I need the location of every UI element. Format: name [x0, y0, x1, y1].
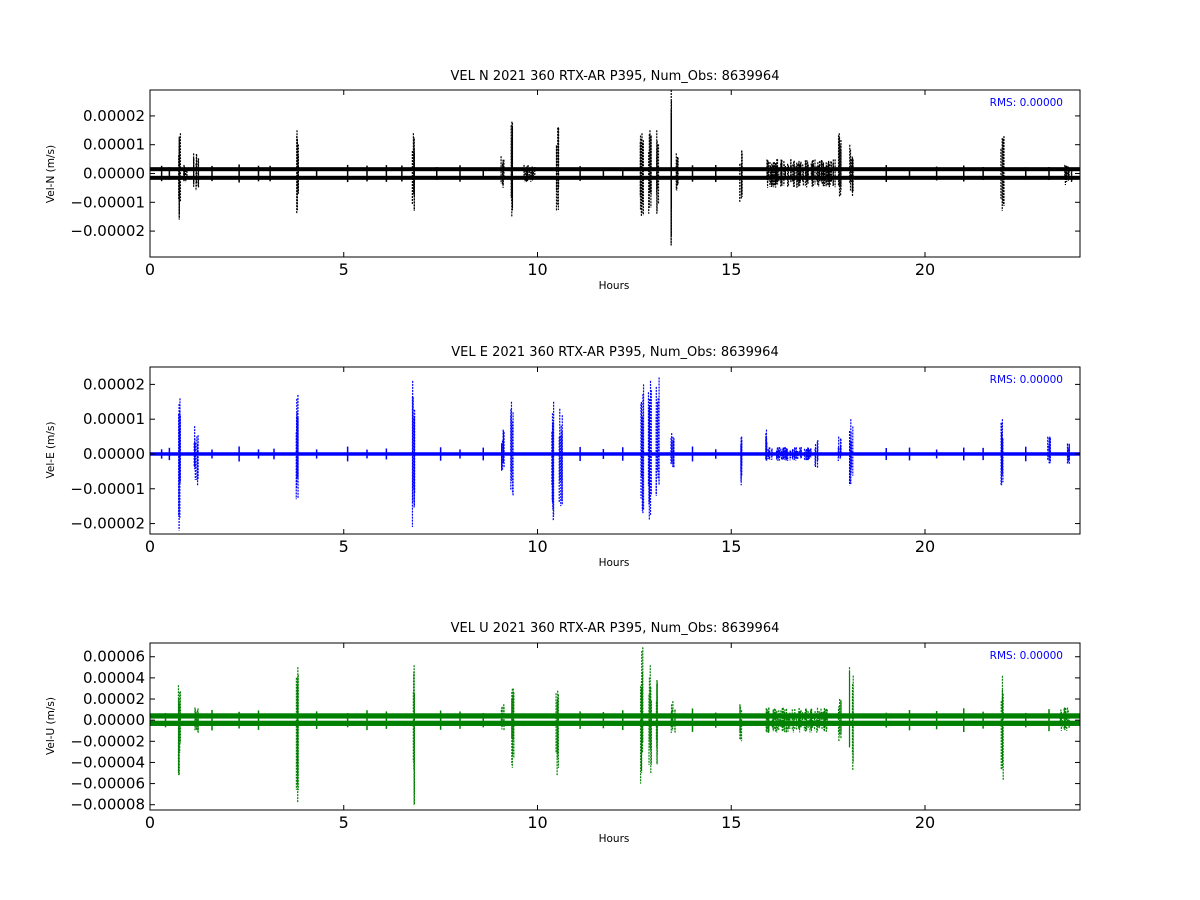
x-tick-label: 0: [145, 537, 155, 556]
data-points-2: [150, 647, 1080, 805]
y-tick-label: −0.00008: [70, 796, 145, 814]
y-axis-label-vel-u: Vel-U (m/s): [45, 697, 57, 755]
x-tick-label: 0: [145, 260, 155, 279]
panel-vel-n: VEL N 2021 360 RTX-AR P395, Num_Obs: 863…: [45, 69, 1081, 292]
x-tick-label: 20: [915, 260, 935, 279]
x-axis-label-vel-e: Hours: [599, 557, 630, 569]
y-axis-label-vel-e: Vel-E (m/s): [45, 422, 57, 479]
panel-title-vel-u: VEL U 2021 360 RTX-AR P395, Num_Obs: 863…: [451, 621, 780, 636]
y-tick-label: 0.00002: [83, 690, 145, 708]
panel-title-vel-n: VEL N 2021 360 RTX-AR P395, Num_Obs: 863…: [451, 69, 780, 84]
x-tick-label: 15: [721, 813, 741, 832]
rms-label-vel-u: RMS: 0.00000: [990, 650, 1063, 662]
rms-label-vel-e: RMS: 0.00000: [990, 374, 1063, 386]
y-tick-label: −0.00004: [70, 753, 145, 771]
y-tick-label: 0.00000: [83, 711, 145, 729]
plot-frame: [149, 366, 1081, 535]
x-tick-label: 10: [527, 260, 547, 279]
y-tick-label: 0.00004: [83, 669, 145, 687]
x-tick-label: 5: [339, 813, 349, 832]
y-tick-label: 0.00001: [83, 136, 145, 154]
y-tick-label: −0.00002: [70, 732, 145, 750]
baseline-band: [150, 713, 1080, 719]
y-tick-label: 0.00001: [83, 410, 145, 428]
x-axis-label-vel-u: Hours: [599, 833, 630, 845]
x-tick-label: 20: [915, 813, 935, 832]
y-axis-label-vel-n: Vel-N (m/s): [45, 145, 57, 203]
y-tick-label: −0.00002: [70, 222, 145, 240]
panel-vel-u: VEL U 2021 360 RTX-AR P395, Num_Obs: 863…: [45, 621, 1081, 845]
x-tick-label: 5: [339, 260, 349, 279]
y-tick-label: −0.00006: [70, 775, 145, 793]
baseline-band: [150, 167, 1080, 172]
y-tick-label: −0.00001: [70, 193, 145, 211]
x-axis-label-vel-n: Hours: [599, 280, 630, 292]
y-tick-label: 0.00002: [83, 375, 145, 393]
y-tick-label: 0.00006: [83, 648, 145, 666]
y-tick-label: −0.00001: [70, 480, 145, 498]
x-tick-label: 20: [915, 537, 935, 556]
data-points-1: [150, 377, 1080, 531]
y-tick-label: 0.00000: [83, 165, 145, 183]
y-tick-label: 0.00000: [83, 445, 145, 463]
x-tick-label: 15: [721, 537, 741, 556]
x-tick-label: 10: [527, 537, 547, 556]
x-tick-label: 5: [339, 537, 349, 556]
panel-title-vel-e: VEL E 2021 360 RTX-AR P395, Num_Obs: 863…: [451, 345, 778, 360]
baseline-band: [150, 175, 1080, 180]
panel-vel-e: VEL E 2021 360 RTX-AR P395, Num_Obs: 863…: [45, 345, 1081, 569]
data-points-0: [150, 90, 1080, 246]
baseline-band: [150, 452, 1080, 456]
y-tick-label: 0.00002: [83, 107, 145, 125]
plot-frame: [149, 642, 1081, 811]
x-tick-label: 15: [721, 260, 741, 279]
x-tick-label: 10: [527, 813, 547, 832]
y-tick-label: −0.00002: [70, 515, 145, 533]
baseline-band: [150, 720, 1080, 726]
rms-label-vel-n: RMS: 0.00000: [990, 97, 1063, 109]
x-tick-label: 0: [145, 813, 155, 832]
